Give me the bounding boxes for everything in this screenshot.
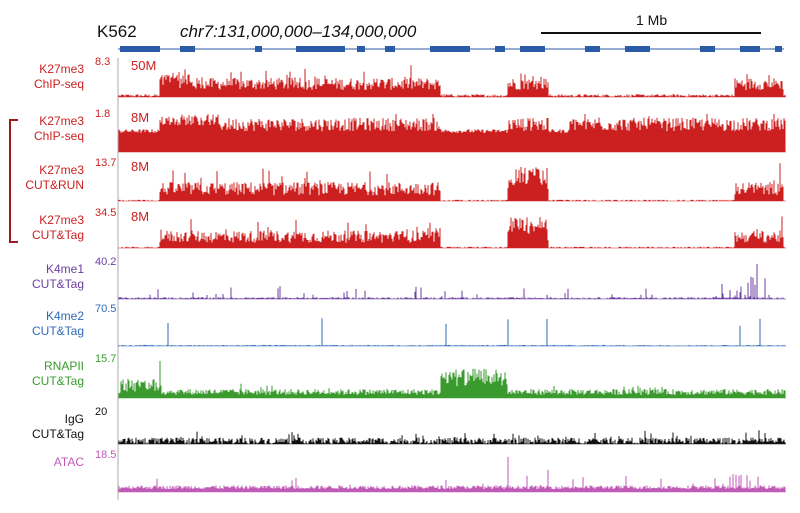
track-label-line1: K4me1 [45,262,84,276]
signal-bars [121,216,785,248]
track-label-line1: ATAC [53,455,84,469]
track-read-depth: 50M [131,58,157,73]
track-label-line2: CUT&Tag [31,228,84,242]
track-signal-t4 [118,216,786,249]
gene-block [357,46,365,52]
cell-line-title: K562 [97,22,137,41]
track-label-t5: K4me1 CUT&Tag [0,262,84,292]
track-label-line1: K4me2 [45,309,84,323]
track-label-line2: CUT&Tag [31,324,84,338]
track-max-value: 34.5 [95,207,117,219]
track-max-value: 70.5 [95,303,117,315]
track-signal-t1 [118,65,786,98]
track-label-t3: K27me3 CUT&RUN [0,163,84,193]
track-label-t2: K27me3 ChIP-seq [0,114,84,144]
track-label-line2: ChIP-seq [33,129,84,143]
track-label-t4: K27me3 CUT&Tag [0,213,84,243]
track-signal-t5 [118,263,786,300]
gene-block [495,46,505,52]
track-label-t9: ATAC [0,455,84,470]
track-max-value: 1.8 [95,108,111,120]
track-max-value: 8.3 [95,56,111,68]
track-read-depth: 8M [131,209,150,224]
track-label-line1: K27me3 [39,213,84,227]
track-label-line2: CUT&RUN [25,178,84,192]
track-label-line2: ChIP-seq [33,77,84,91]
track-signal-t8 [118,430,786,445]
track-label-t1: K27me3 ChIP-seq [0,62,84,92]
gene-block [775,46,782,52]
track-label-line1: K27me3 [39,163,84,177]
gene-block [430,46,470,52]
track-max-value: 13.7 [95,157,117,169]
signal-bars [118,456,786,492]
track-label-t7: RNAPII CUT&Tag [0,359,84,389]
gene-block [520,46,545,52]
track-signal-t9 [118,456,786,493]
track-signal-t2 [118,114,786,153]
track-label-line1: RNAPII [43,359,84,373]
gene-block [120,46,160,52]
replicate-bracket [9,119,18,243]
track-max-value: 15.7 [95,353,117,365]
scale-bar-label: 1 Mb [636,12,668,28]
gene-block [700,46,715,52]
gene-block [296,46,345,52]
track-read-depth: 8M [131,159,150,174]
track-label-line2: CUT&Tag [31,427,84,441]
track-max-value: 20 [95,406,108,418]
track-label-line2: CUT&Tag [31,374,84,388]
signal-bars [118,163,784,201]
track-signal-t7 [118,360,786,399]
signal-bars [118,114,786,152]
track-label-line1: K27me3 [39,62,84,76]
track-label-line1: K27me3 [39,114,84,128]
track-max-value: 40.2 [95,256,117,268]
signal-bars [118,360,786,398]
track-signal-t3 [118,163,786,202]
track-max-value: 18.5 [95,449,117,461]
signal-bars [118,318,786,346]
track-label-line2: CUT&Tag [31,277,84,291]
genomic-region-title: chr7:131,000,000–134,000,000 [180,22,417,41]
gene-block [385,46,395,52]
track-label-t6: K4me2 CUT&Tag [0,309,84,339]
gene-block [740,46,760,52]
gene-block [585,46,600,52]
track-label-line1: IgG [64,412,84,426]
signal-bars [118,65,786,97]
signal-bars [118,263,786,299]
track-signal-t6 [118,318,786,347]
gene-block [255,46,262,52]
gene-block [180,46,195,52]
track-label-t8: IgG CUT&Tag [0,412,84,442]
signal-bars [118,430,786,444]
gene-block [625,46,650,52]
track-read-depth: 8M [131,110,150,125]
